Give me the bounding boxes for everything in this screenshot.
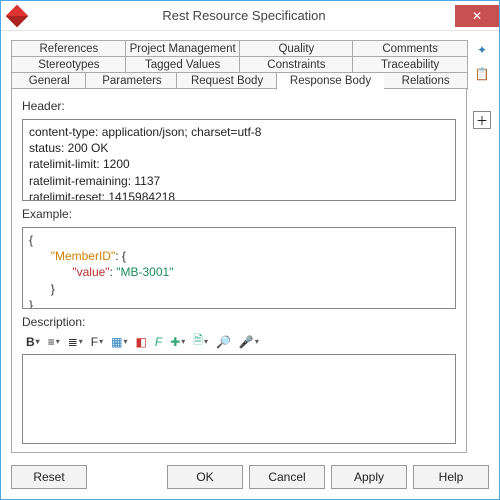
example-textarea[interactable]: { "MemberID": { "value": "MB-3001" } } [22,227,456,309]
tab-content: Header: content-type: application/json; … [11,88,467,453]
table-button[interactable]: ▦▾ [111,335,127,349]
tab-comments[interactable]: Comments [352,40,468,57]
voice-button[interactable]: 🎤▾ [239,335,259,349]
tab-row-1: References Project Management Quality Co… [11,39,467,56]
tab-references[interactable]: References [11,40,126,57]
tab-strip: References Project Management Quality Co… [11,39,467,88]
clear-format-button[interactable]: F [155,335,162,349]
app-icon [6,4,29,27]
main-panel: References Project Management Quality Co… [11,39,467,453]
titlebar[interactable]: Rest Resource Specification ✕ [1,1,499,31]
bold-button[interactable]: B▾ [26,335,40,349]
tab-quality[interactable]: Quality [239,40,354,57]
tab-row-3: General Parameters Request Body Response… [11,71,467,89]
tab-row-2: Stereotypes Tagged Values Constraints Tr… [11,55,467,72]
color-button[interactable]: ◧ [136,335,147,349]
header-textarea[interactable]: content-type: application/json; charset=… [22,119,456,201]
description-section: Description: B▾ ≡▾ ≣▾ F▾ ▦▾ ◧ F ✚▾ 🗎▾ 🔎 … [22,315,456,444]
header-label: Header: [22,99,456,113]
insert-button[interactable]: ✚▾ [170,335,185,349]
dialog-window: Rest Resource Specification ✕ References… [0,0,500,500]
tab-project-management[interactable]: Project Management [125,40,240,57]
ok-button[interactable]: OK [167,465,243,489]
find-button[interactable]: 🔎 [216,335,231,349]
cancel-button[interactable]: Cancel [249,465,325,489]
rich-text-toolbar: B▾ ≡▾ ≣▾ F▾ ▦▾ ◧ F ✚▾ 🗎▾ 🔎 🎤▾ [22,329,456,354]
tab-tagged-values[interactable]: Tagged Values [125,56,240,73]
tab-stereotypes[interactable]: Stereotypes [11,56,126,73]
dialog-body: References Project Management Quality Co… [1,31,499,459]
tab-traceability[interactable]: Traceability [352,56,468,73]
tab-response-body[interactable]: Response Body [276,72,385,90]
description-textarea[interactable] [22,354,456,444]
window-title: Rest Resource Specification [33,8,455,23]
dialog-footer: Reset OK Cancel Apply Help [1,459,499,499]
list-button[interactable]: ≡▾ [48,335,60,349]
close-button[interactable]: ✕ [455,5,499,27]
apply-button[interactable]: Apply [331,465,407,489]
tab-constraints[interactable]: Constraints [239,56,354,73]
close-icon: ✕ [472,9,482,23]
example-label: Example: [22,207,456,221]
help-button[interactable]: Help [413,465,489,489]
align-button[interactable]: ≣▾ [68,335,83,349]
right-sidebar: ✦ 📋 ＋ [471,39,493,453]
font-button[interactable]: F▾ [91,335,103,349]
document-button[interactable]: 🗎▾ [193,331,208,352]
add-button[interactable]: ＋ [473,111,491,129]
reset-button[interactable]: Reset [11,465,87,489]
pin-icon[interactable]: ✦ [473,41,491,59]
copy-icon[interactable]: 📋 [473,65,491,83]
description-label: Description: [22,315,456,329]
